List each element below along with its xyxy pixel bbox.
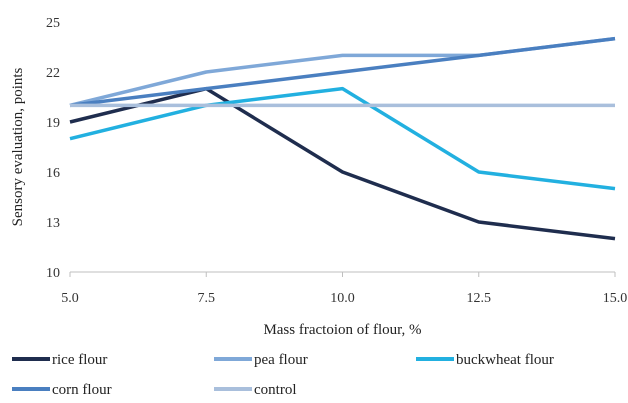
legend-label: corn flour (52, 382, 112, 398)
x-tick-label: 12.5 (467, 291, 492, 306)
legend-label: rice flour (52, 352, 107, 368)
y-tick-label: 19 (46, 116, 60, 131)
x-tick-label: 5.0 (61, 291, 79, 306)
legend: rice flour pea flour buckwheat flour corn f… (12, 352, 554, 398)
x-tick-label: 15.0 (603, 291, 628, 306)
legend-label: buckwheat flour (456, 352, 554, 368)
y-tick-label: 25 (46, 16, 60, 31)
series-line-rice-flour (69, 86, 616, 241)
x-tick-label: 10.0 (330, 291, 355, 306)
legend-label: pea flour (254, 352, 308, 368)
y-tick-label: 22 (46, 66, 60, 81)
y-axis-title: Sensory evaluation, points (10, 67, 26, 226)
x-axis-title: Mass fractoion of flour, % (263, 322, 421, 338)
series-layer (69, 36, 616, 241)
series-line-buckwheat-flour (69, 86, 616, 191)
x-axis-ticks: 5.0 7.5 10.0 12.5 15.0 (61, 272, 627, 306)
series-line-corn-flour (69, 36, 616, 108)
legend-label: control (254, 382, 297, 398)
y-tick-label: 13 (46, 216, 60, 231)
y-tick-label: 16 (46, 166, 60, 181)
y-axis-ticks: 10 13 16 19 22 25 (46, 16, 60, 281)
x-tick-label: 7.5 (198, 291, 216, 306)
y-tick-label: 10 (46, 266, 60, 281)
